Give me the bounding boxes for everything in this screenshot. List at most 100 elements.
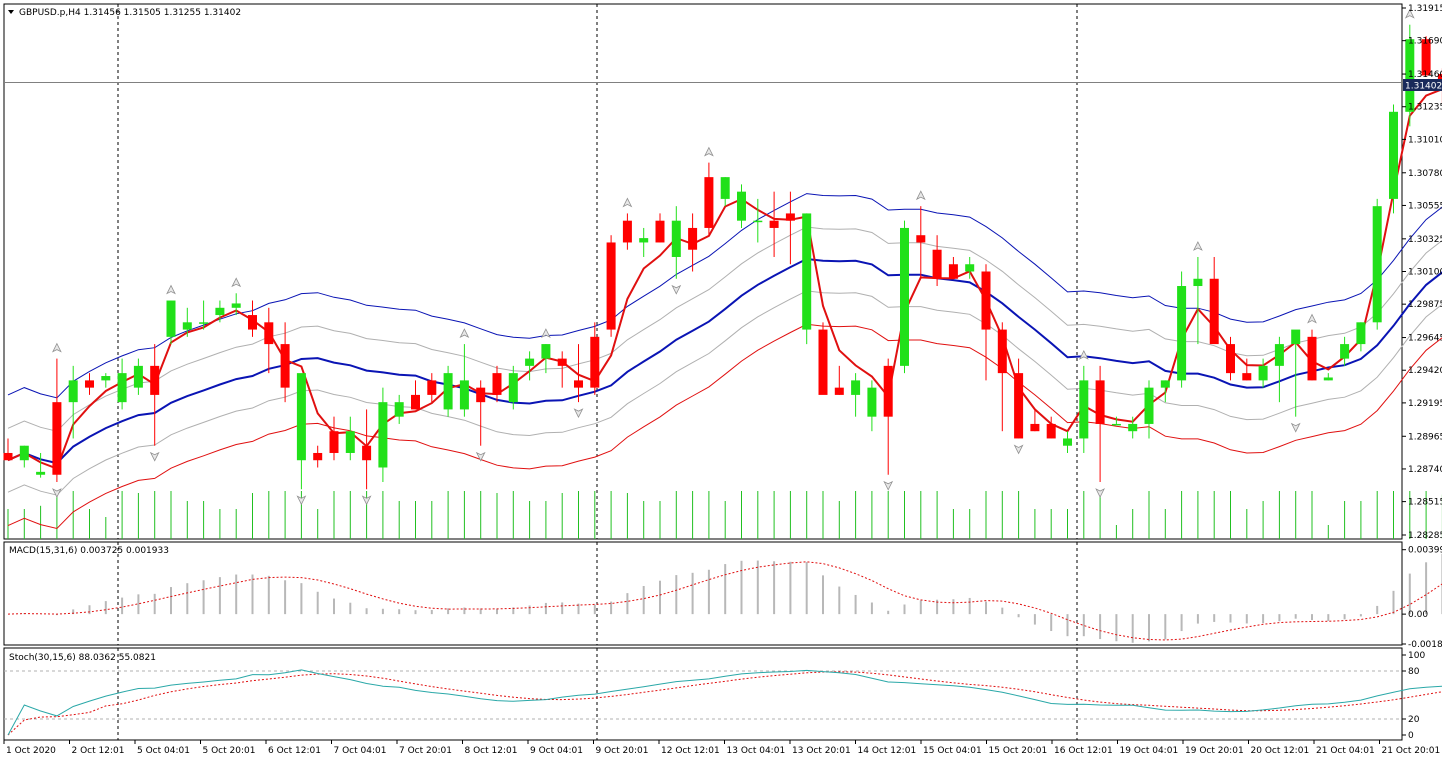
price-tick-label: 1.30325 — [1408, 235, 1442, 245]
candle-body — [133, 365, 143, 388]
fractal-up-arrow — [231, 277, 242, 288]
candle-body — [36, 471, 46, 475]
chevron-down-icon[interactable] — [8, 10, 14, 14]
lower-envelope-line — [7, 323, 1442, 530]
candle-body — [264, 322, 274, 345]
stoch-panel[interactable]: Stoch(30,15,6) 88.0362 55.0821 100 80 20 0 — [3, 647, 1442, 741]
time-tick-label: 9 Oct 04:01 — [530, 746, 583, 756]
fractal-up-arrow — [459, 328, 470, 338]
price-tick-label: 1.31690 — [1408, 37, 1442, 47]
price-tick-label: 1.31460 — [1408, 70, 1442, 80]
time-tick-label: 9 Oct 20:01 — [596, 746, 649, 756]
time-tick-label: 8 Oct 12:01 — [465, 746, 518, 756]
candle-body — [557, 358, 567, 366]
candle-body — [802, 213, 812, 330]
candle-body — [1046, 423, 1056, 439]
candle-body — [769, 220, 779, 228]
price-tick-label: 1.28285 — [1408, 531, 1442, 541]
candle-body — [1437, 74, 1442, 83]
candle-body — [362, 445, 372, 461]
stoch-header: Stoch(30,15,6) 88.0362 55.0821 — [9, 653, 156, 663]
candle-body — [753, 220, 763, 223]
price-tick-label: 1.28965 — [1408, 432, 1442, 442]
time-tick-label: 19 Oct 20:01 — [1185, 746, 1244, 756]
stoch-tick-label: 80 — [1408, 667, 1420, 677]
candle-body — [1226, 344, 1235, 374]
fractal-down-arrow — [52, 488, 62, 498]
time-tick-label: 5 Oct 04:01 — [137, 746, 190, 756]
time-tick-label: 12 Oct 12:01 — [661, 746, 720, 756]
macd-signal-line — [7, 561, 1442, 641]
fractal-down-arrow — [296, 495, 307, 506]
fractal-up-arrow — [915, 190, 926, 201]
stoch-tick-label: 0 — [1408, 731, 1414, 741]
candle-body — [248, 315, 257, 330]
macd-tick-label: -0.00185 — [1408, 640, 1442, 650]
candle-body — [655, 220, 665, 243]
candle-body — [541, 344, 551, 359]
symbol-header-text: GBPUSD.p,H4 1.31456 1.31505 1.31255 1.31… — [19, 8, 241, 18]
candle-body — [932, 249, 942, 279]
candle-body — [1389, 111, 1398, 199]
candle-body — [704, 177, 714, 228]
time-tick-label: 13 Oct 20:01 — [792, 746, 851, 756]
price-tick-label: 1.28740 — [1408, 465, 1442, 475]
candle-body — [606, 242, 616, 330]
price-panel-frame — [3, 3, 1403, 540]
fractal-down-arrow — [883, 480, 894, 491]
candle-body — [52, 402, 62, 475]
current-price-tag-box — [1403, 79, 1442, 91]
candle-body — [199, 322, 209, 324]
macd-tick-label: 0.003991 — [1408, 546, 1442, 556]
stoch-tick-label: 20 — [1408, 715, 1420, 725]
macd-header: MACD(15,31,6) 0.003725 0.001933 — [9, 546, 169, 556]
fractal-arrows — [52, 8, 1415, 506]
candle-body — [1095, 380, 1105, 424]
time-tick-label: 15 Oct 04:01 — [923, 746, 982, 756]
price-tick-label: 1.30100 — [1408, 268, 1442, 278]
candle-body — [476, 387, 486, 403]
candle-body — [1291, 329, 1301, 345]
candle-body — [525, 358, 535, 366]
candle-body — [1421, 39, 1431, 76]
fast-moving-average-line — [7, 88, 1442, 470]
candle-body — [182, 322, 192, 330]
candle-body — [1014, 373, 1024, 439]
middle-moving-average-line — [7, 257, 1442, 465]
candle-body — [688, 227, 698, 250]
fractal-down-arrow — [149, 451, 160, 462]
candle-body — [1030, 423, 1040, 432]
price-tick-label: 1.30555 — [1408, 201, 1442, 211]
candle-body — [1079, 380, 1089, 439]
candle-body — [280, 344, 290, 388]
candle-body — [639, 238, 649, 243]
inner-lower-envelope-line — [7, 290, 1442, 496]
candle-body — [1405, 39, 1415, 112]
candle-body — [1274, 344, 1284, 366]
time-tick-label: 16 Oct 12:01 — [1054, 746, 1113, 756]
fractal-up-arrow — [166, 284, 176, 295]
macd-panel[interactable]: MACD(15,31,6) 0.003725 0.001933 0.003991… — [3, 541, 1442, 650]
price-panel[interactable]: 1.31915 1.31690 1.31460 1.31235 1.31010 1.307… — [3, 3, 1442, 541]
current-price-label: 1.31402 — [1405, 82, 1442, 92]
symbol-header[interactable]: GBPUSD.p,H4 1.31456 1.31505 1.31255 1.31… — [8, 8, 241, 18]
candle-body — [411, 394, 420, 410]
candle-body — [1111, 423, 1121, 426]
fractal-up-arrow — [541, 328, 551, 338]
candle-body — [867, 387, 877, 417]
time-tick-label: 6 Oct 12:01 — [268, 746, 321, 756]
inner-upper-envelope-line — [7, 226, 1442, 432]
candle-body — [1177, 286, 1187, 381]
price-separators — [117, 4, 1078, 539]
candle-body — [834, 387, 844, 395]
candle-body — [427, 380, 437, 395]
price-tick-label: 1.31235 — [1408, 103, 1442, 113]
fractal-down-arrow — [1095, 488, 1105, 498]
candle-body — [443, 373, 453, 410]
time-tick-label: 21 Oct 04:01 — [1316, 746, 1375, 756]
price-tick-label: 1.30780 — [1408, 169, 1442, 179]
candle-body — [296, 373, 306, 461]
fractal-up-arrow — [622, 197, 633, 208]
macd-separators — [117, 542, 1078, 645]
